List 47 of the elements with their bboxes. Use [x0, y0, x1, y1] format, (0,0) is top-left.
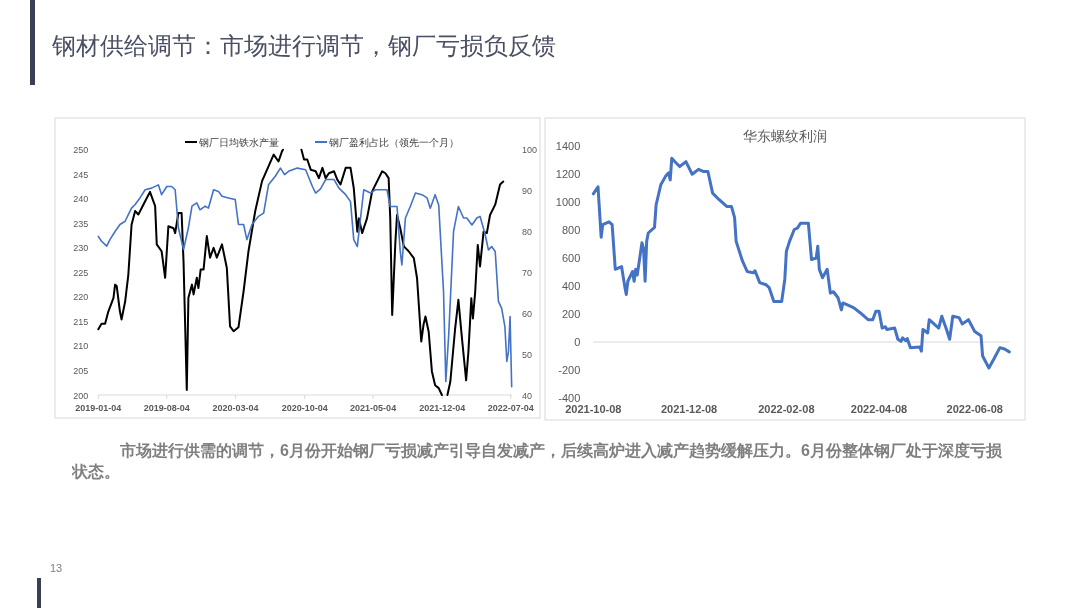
x-tick-label: 2022-06-08 — [946, 403, 1003, 415]
x-tick-label: 2021-10-08 — [565, 403, 622, 415]
y-tick-label: 1000 — [555, 195, 581, 208]
y2-tick-label: 90 — [522, 186, 533, 197]
line-series — [591, 156, 1011, 370]
x-tick-label: 2019-01-04 — [75, 403, 122, 413]
x-tick-label: 2022-02-08 — [758, 403, 815, 415]
y-tick-label: 220 — [73, 292, 89, 303]
y-tick-label: 600 — [561, 251, 581, 264]
chart-title: 华东螺纹利润 — [743, 128, 827, 144]
y-tick-label: 215 — [73, 316, 89, 327]
legend-label: 钢厂盈利占比（领先一个月） — [328, 137, 459, 148]
y-tick-label: 250 — [73, 145, 89, 156]
y-tick-label: 0 — [574, 335, 581, 348]
x-tick-label: 2021-12-04 — [419, 403, 466, 413]
x-tick-label: 2020-10-04 — [281, 403, 328, 413]
x-tick-label: 2019-08-04 — [143, 403, 190, 413]
y-tick-label: 200 — [73, 390, 89, 401]
x-tick-label: 2022-04-08 — [850, 403, 908, 415]
x-tick-label: 2022-07-04 — [487, 403, 534, 413]
y-tick-label: 200 — [561, 307, 581, 320]
x-tick-label: 2021-05-04 — [350, 403, 397, 413]
y-tick-label: 1400 — [555, 139, 581, 152]
y2-tick-label: 100 — [522, 145, 538, 156]
text: 市场进行供需的调节，6月份开始钢厂亏损减产引导自发减产，后续高炉进入减产趋势缓解压力。6月份整体钢厂处于深度亏损状态。 — [72, 441, 1003, 482]
y-tick-label: 230 — [73, 243, 89, 254]
y-tick-label: 800 — [561, 223, 581, 236]
y2-tick-label: 80 — [522, 226, 533, 237]
y-tick-label: 245 — [73, 169, 89, 180]
text: 钢材供给调节：市场进行调节，钢厂亏损负反馈 — [51, 32, 556, 59]
y-tick-label: 205 — [73, 365, 89, 376]
y-tick-label: 1200 — [555, 167, 581, 180]
y-tick-label: 400 — [561, 279, 581, 292]
y2-tick-label: 70 — [522, 267, 533, 278]
y-tick-label: 240 — [73, 194, 89, 205]
y2-tick-label: 50 — [522, 349, 533, 360]
y2-tick-label: 60 — [522, 308, 533, 319]
x-tick-label: 2021-12-08 — [660, 403, 718, 415]
x-tick-label: 2020-03-04 — [212, 403, 259, 413]
y-tick-label: 210 — [73, 341, 89, 352]
y-tick-label: 225 — [73, 267, 89, 278]
y2-tick-label: 40 — [522, 390, 533, 401]
legend-label: 钢厂日均铁水产量 — [198, 137, 279, 148]
y-tick-label: 235 — [73, 218, 89, 229]
text: 13 — [50, 562, 63, 574]
y-tick-label: -200 — [558, 363, 581, 376]
y-tick-label: -400 — [558, 391, 581, 404]
